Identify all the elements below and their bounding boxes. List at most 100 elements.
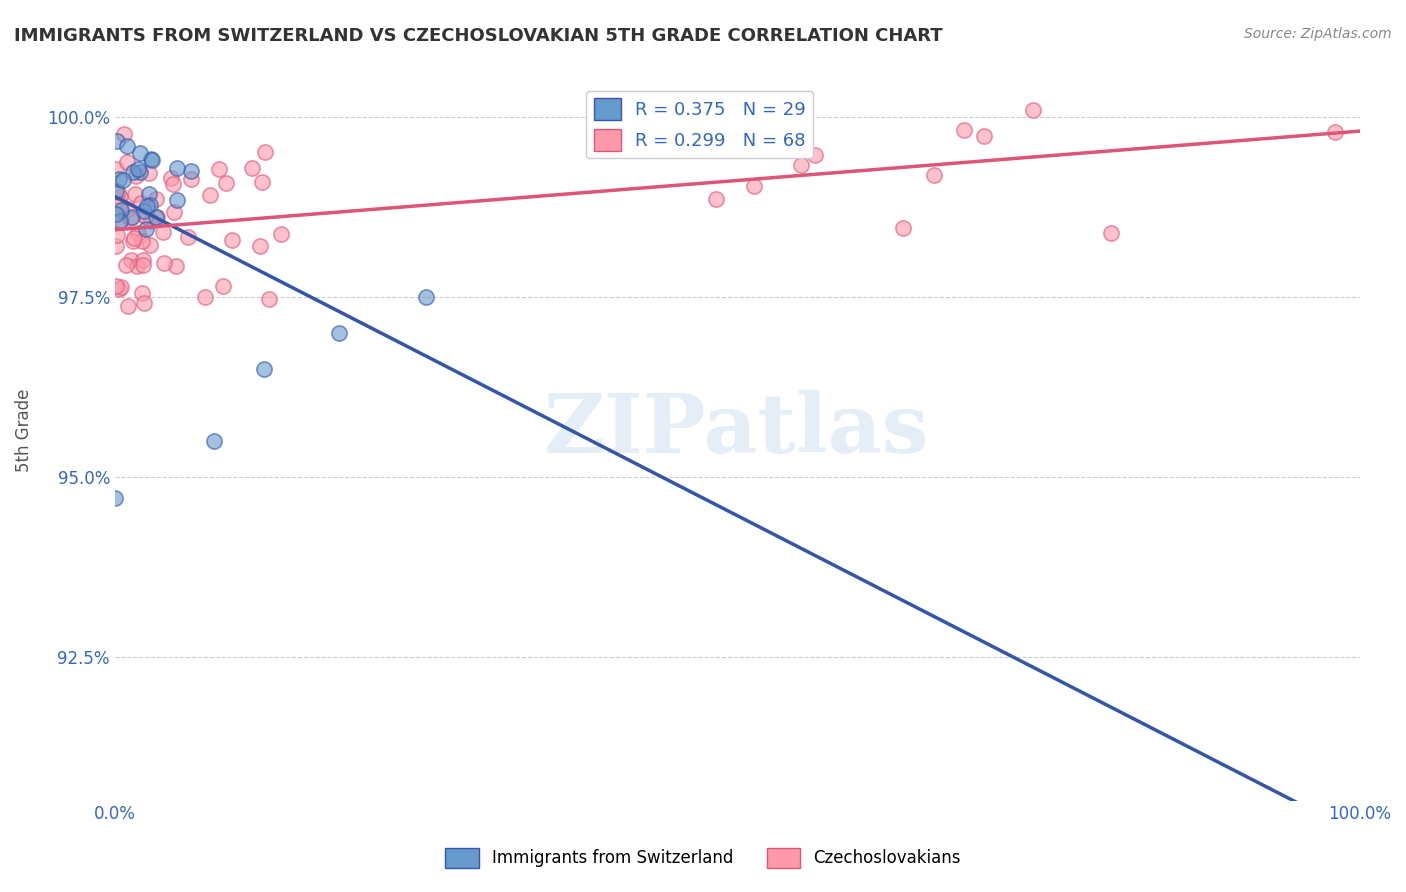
Immigrants from Switzerland	[135, 221, 157, 235]
Czechoslovakians	[131, 286, 153, 301]
Immigrants from Switzerland	[135, 199, 157, 213]
Czechoslovakians	[117, 154, 139, 169]
Czechoslovakians	[120, 252, 142, 267]
Immigrants from Switzerland	[104, 491, 127, 506]
Czechoslovakians	[221, 233, 243, 247]
Czechoslovakians	[115, 258, 138, 272]
Czechoslovakians	[159, 171, 181, 186]
Y-axis label: 5th Grade: 5th Grade	[15, 388, 32, 472]
Text: Source: ZipAtlas.com: Source: ZipAtlas.com	[1244, 27, 1392, 41]
Immigrants from Switzerland	[132, 204, 155, 219]
Immigrants from Switzerland	[166, 193, 188, 207]
Immigrants from Switzerland	[112, 173, 135, 187]
Czechoslovakians	[117, 202, 139, 216]
Czechoslovakians	[112, 127, 135, 141]
Immigrants from Switzerland	[138, 187, 160, 202]
Czechoslovakians	[124, 231, 146, 245]
Czechoslovakians	[257, 292, 280, 306]
Immigrants from Switzerland	[110, 202, 132, 217]
Czechoslovakians	[124, 186, 146, 201]
Czechoslovakians	[135, 209, 157, 223]
Czechoslovakians	[141, 214, 163, 228]
Czechoslovakians	[107, 282, 129, 296]
Immigrants from Switzerland	[253, 362, 276, 376]
Czechoslovakians	[704, 192, 727, 206]
Czechoslovakians	[165, 260, 187, 274]
Czechoslovakians	[177, 230, 200, 244]
Czechoslovakians	[208, 162, 231, 177]
Czechoslovakians	[1099, 226, 1122, 240]
Legend: R = 0.375   N = 29, R = 0.299   N = 68: R = 0.375 N = 29, R = 0.299 N = 68	[586, 91, 813, 159]
Immigrants from Switzerland	[105, 134, 128, 148]
Czechoslovakians	[253, 145, 276, 160]
Immigrants from Switzerland	[139, 198, 162, 212]
Czechoslovakians	[104, 161, 127, 176]
Immigrants from Switzerland	[180, 163, 202, 178]
Czechoslovakians	[125, 260, 148, 274]
Immigrants from Switzerland	[104, 207, 127, 221]
Immigrants from Switzerland	[108, 172, 131, 186]
Czechoslovakians	[132, 252, 155, 267]
Czechoslovakians	[110, 280, 132, 294]
Czechoslovakians	[138, 166, 160, 180]
Immigrants from Switzerland	[415, 290, 437, 304]
Immigrants from Switzerland	[202, 434, 225, 448]
Immigrants from Switzerland	[121, 210, 143, 224]
Immigrants from Switzerland	[110, 214, 132, 228]
Czechoslovakians	[162, 177, 184, 191]
Czechoslovakians	[105, 279, 128, 293]
Czechoslovakians	[129, 196, 152, 211]
Czechoslovakians	[803, 148, 825, 162]
Immigrants from Switzerland	[145, 211, 167, 225]
Czechoslovakians	[180, 172, 202, 186]
Czechoslovakians	[108, 190, 131, 204]
Immigrants from Switzerland	[128, 146, 150, 161]
Czechoslovakians	[742, 178, 765, 193]
Czechoslovakians	[198, 187, 221, 202]
Czechoslovakians	[1323, 124, 1346, 138]
Czechoslovakians	[152, 225, 174, 239]
Immigrants from Switzerland	[141, 153, 163, 168]
Immigrants from Switzerland	[121, 165, 143, 179]
Czechoslovakians	[120, 211, 142, 225]
Czechoslovakians	[193, 290, 215, 304]
Czechoslovakians	[240, 161, 263, 176]
Czechoslovakians	[105, 228, 128, 243]
Czechoslovakians	[139, 237, 162, 252]
Czechoslovakians	[790, 158, 813, 172]
Czechoslovakians	[134, 209, 156, 223]
Czechoslovakians	[125, 169, 148, 184]
Czechoslovakians	[891, 221, 914, 235]
Immigrants from Switzerland	[115, 139, 138, 153]
Czechoslovakians	[145, 193, 167, 207]
Immigrants from Switzerland	[166, 161, 188, 175]
Czechoslovakians	[952, 123, 974, 137]
Czechoslovakians	[270, 227, 292, 241]
Text: ZIPatlas: ZIPatlas	[544, 390, 929, 470]
Czechoslovakians	[122, 234, 145, 248]
Czechoslovakians	[922, 168, 945, 182]
Czechoslovakians	[117, 299, 139, 313]
Czechoslovakians	[249, 238, 271, 252]
Czechoslovakians	[146, 210, 169, 224]
Czechoslovakians	[127, 227, 149, 241]
Czechoslovakians	[131, 234, 153, 248]
Immigrants from Switzerland	[128, 165, 150, 179]
Czechoslovakians	[104, 239, 127, 253]
Text: IMMIGRANTS FROM SWITZERLAND VS CZECHOSLOVAKIAN 5TH GRADE CORRELATION CHART: IMMIGRANTS FROM SWITZERLAND VS CZECHOSLO…	[14, 27, 942, 45]
Czechoslovakians	[212, 278, 235, 293]
Immigrants from Switzerland	[328, 326, 350, 340]
Immigrants from Switzerland	[104, 184, 127, 198]
Czechoslovakians	[250, 176, 273, 190]
Czechoslovakians	[1021, 103, 1043, 117]
Czechoslovakians	[163, 204, 186, 219]
Czechoslovakians	[110, 213, 132, 227]
Czechoslovakians	[153, 255, 176, 269]
Czechoslovakians	[110, 196, 132, 211]
Immigrants from Switzerland	[127, 161, 149, 176]
Czechoslovakians	[973, 128, 995, 143]
Czechoslovakians	[132, 296, 155, 310]
Legend: Immigrants from Switzerland, Czechoslovakians: Immigrants from Switzerland, Czechoslova…	[439, 841, 967, 875]
Immigrants from Switzerland	[141, 152, 163, 166]
Czechoslovakians	[107, 186, 129, 200]
